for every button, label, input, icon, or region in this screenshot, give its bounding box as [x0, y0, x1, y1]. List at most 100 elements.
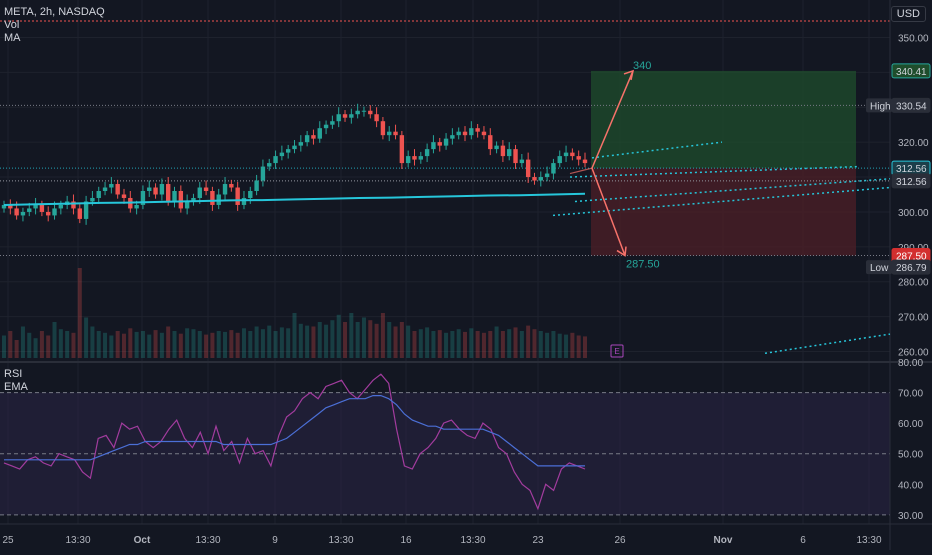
candle-body: [311, 135, 316, 139]
volume-bar: [147, 334, 152, 358]
candle-body: [525, 159, 531, 178]
volume-bar: [153, 330, 158, 358]
candle-body: [165, 184, 171, 202]
candle-body: [551, 163, 556, 174]
volume-bar: [159, 332, 164, 358]
price-tag-value: 312.56: [896, 177, 927, 188]
candle-body: [570, 152, 575, 157]
trendline-bottom: [764, 333, 891, 355]
volume-bar: [349, 313, 354, 358]
candle-body: [355, 110, 360, 115]
arrow-up-head: [623, 69, 635, 81]
time-tick-label: 13:30: [328, 535, 353, 546]
moving-average-line: [3, 192, 586, 206]
earnings-event-marker: [610, 344, 624, 358]
candle-body: [368, 110, 373, 115]
price-tag-value: 312.56: [896, 164, 927, 175]
candle-body: [532, 177, 537, 181]
volume-bar: [317, 322, 322, 358]
volume-bar: [84, 317, 89, 358]
candle-body: [260, 166, 266, 181]
volume-bar: [254, 326, 259, 358]
candle-body: [109, 184, 114, 188]
price-tick-label: 300.00: [898, 208, 929, 219]
candle-body: [273, 156, 278, 164]
candle-body: [83, 201, 89, 219]
candle-body: [462, 131, 468, 136]
candle-body: [121, 194, 127, 198]
volume-bar: [374, 323, 379, 358]
candle-body: [39, 204, 45, 212]
price-tag-value: 287.50: [896, 252, 927, 263]
volume-indicator-label[interactable]: Vol: [4, 19, 20, 31]
candle-body: [500, 145, 506, 157]
volume-bar: [393, 326, 398, 358]
volume-bar: [166, 326, 171, 358]
earnings-event-label: E: [614, 347, 619, 356]
volume-bar: [27, 332, 32, 358]
candle-body: [90, 197, 95, 202]
volume-bar: [576, 335, 581, 358]
volume-bar: [58, 329, 63, 358]
volume-bar: [90, 326, 95, 358]
volume-bar: [418, 329, 423, 358]
volume-bar: [178, 333, 183, 358]
price-tick-label: 280.00: [898, 278, 929, 289]
currency-label[interactable]: USD: [890, 6, 926, 22]
candle-body: [147, 187, 152, 191]
volume-bar: [330, 320, 335, 358]
candle-body: [374, 114, 379, 122]
candle-body: [254, 180, 259, 191]
candle-body: [1, 204, 7, 209]
rsi-line: [3, 373, 586, 511]
time-tick-label: 23: [532, 535, 544, 546]
candle-body: [513, 149, 518, 164]
volume-bar: [450, 331, 455, 358]
candle-body: [538, 177, 543, 181]
volume-bar: [469, 328, 474, 358]
price-tag: [891, 63, 931, 79]
target-up-label: 340: [633, 60, 651, 72]
candle-body: [481, 131, 487, 136]
ma-indicator-label[interactable]: MA: [4, 32, 21, 44]
rsi-tick-label: 50.00: [898, 450, 923, 461]
time-tick-label: Nov: [714, 535, 733, 546]
volume-bar: [292, 313, 297, 358]
volume-bar: [324, 324, 329, 358]
candle-body: [469, 128, 474, 136]
trendline-support: [552, 186, 891, 217]
volume-bar: [71, 332, 76, 358]
candle-body: [387, 131, 392, 136]
ema-indicator-label[interactable]: EMA: [4, 381, 28, 393]
candle-body: [229, 184, 234, 188]
candle-body: [450, 135, 455, 139]
volume-bar: [33, 338, 38, 358]
volume-bar: [532, 329, 537, 358]
rsi-tick-label: 70.00: [898, 389, 923, 400]
volume-bar: [545, 332, 550, 358]
candle-body: [159, 184, 165, 195]
price-tick-label: 320.00: [898, 138, 929, 149]
volume-bar: [185, 328, 190, 358]
symbol-title[interactable]: META, 2h, NASDAQ: [4, 6, 105, 18]
volume-bar: [412, 331, 417, 358]
candle-body: [317, 128, 322, 139]
volume-bar: [494, 326, 499, 358]
volume-bar: [406, 325, 411, 358]
volume-bar: [52, 322, 57, 358]
candle-body: [507, 149, 512, 157]
volume-bar: [96, 331, 101, 358]
price-tick-label: 260.00: [898, 348, 929, 359]
candle-body: [544, 173, 550, 178]
candle-body: [519, 159, 525, 164]
candle-body: [399, 135, 405, 164]
candle-body: [191, 197, 196, 202]
candle-body: [52, 208, 57, 216]
rsi-indicator-label[interactable]: RSI: [4, 368, 23, 380]
volume-bar: [456, 329, 461, 358]
time-tick-label: 13:30: [856, 535, 881, 546]
arrow-down-line: [591, 167, 626, 256]
rsi-ema-line: [4, 395, 585, 467]
volume-bar: [538, 331, 543, 358]
